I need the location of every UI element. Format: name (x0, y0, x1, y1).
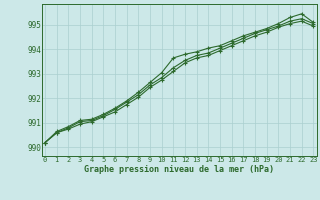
X-axis label: Graphe pression niveau de la mer (hPa): Graphe pression niveau de la mer (hPa) (84, 165, 274, 174)
